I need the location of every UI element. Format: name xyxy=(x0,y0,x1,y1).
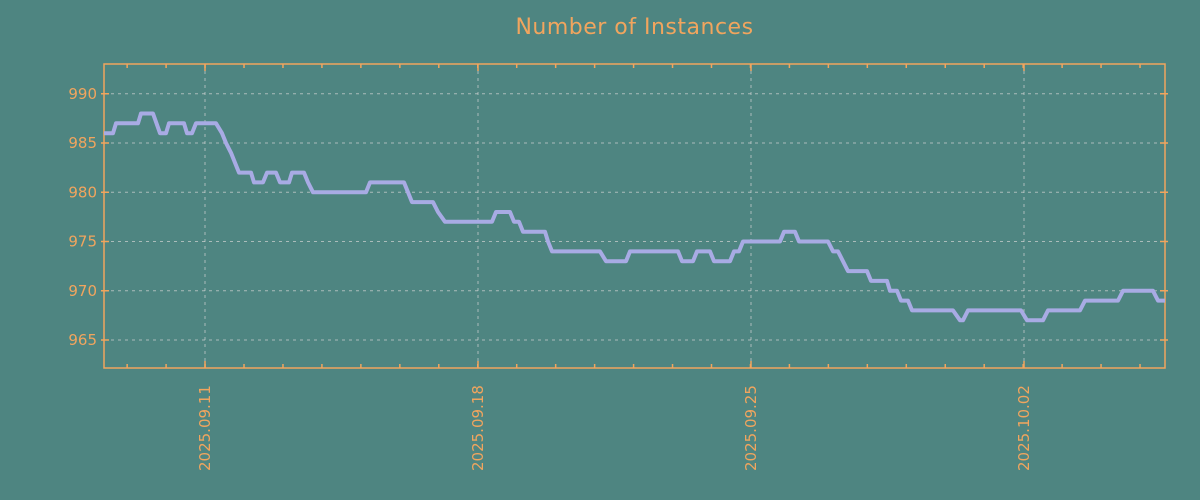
chart-title: Number of Instances xyxy=(515,15,754,40)
y-axis-label: 965 xyxy=(68,331,97,349)
series-line xyxy=(104,111,1165,323)
y-axis-label: 970 xyxy=(68,282,97,300)
y-axis-label: 980 xyxy=(68,183,97,201)
plot-border xyxy=(103,63,1166,369)
x-axis-label: 2025.09.25 xyxy=(742,385,760,471)
y-axis-label: 985 xyxy=(68,134,97,152)
y-axis-label: 990 xyxy=(68,85,97,103)
y-axis-label: 975 xyxy=(68,233,97,251)
x-axis-label: 2025.10.02 xyxy=(1015,385,1033,471)
x-axis-label: 2025.09.11 xyxy=(196,385,214,471)
x-axis-label: 2025.09.18 xyxy=(469,385,487,471)
